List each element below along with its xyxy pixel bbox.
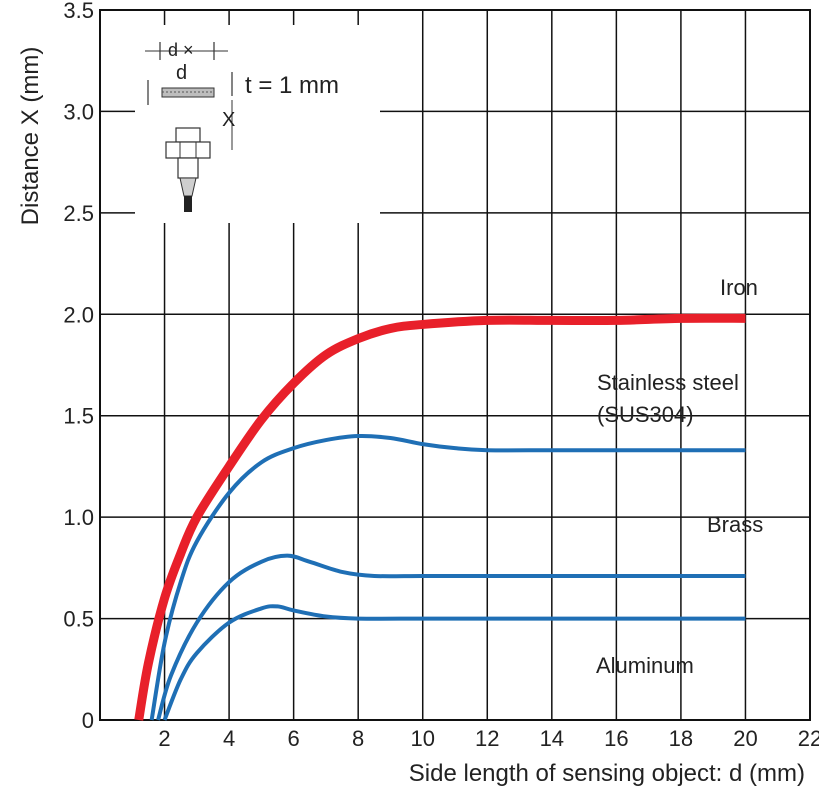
inset-diagram: d × d t = 1 mm X: [135, 25, 380, 223]
y-tick-label: 1.5: [63, 404, 94, 429]
inset-sensor-head: [175, 127, 201, 143]
x-axis-title: Side length of sensing object: d (mm): [409, 760, 805, 787]
series-label-line: Stainless steel: [597, 370, 739, 395]
x-tick-label: 10: [410, 726, 434, 751]
x-tick-label: 14: [540, 726, 564, 751]
x-tick-label: 20: [733, 726, 757, 751]
y-tick-label: 3.0: [63, 99, 94, 124]
series-label-stainless-steel: Stainless steel (SUS304): [597, 370, 739, 427]
series-line-aluminum: [162, 604, 746, 721]
x-tick-label: 8: [352, 726, 364, 751]
tick-layer: 2 4 6 8 10 12 14 16 18 20 22 0 0.5 1.0 1.5 2.0 2.5 3.0 3.5: [63, 0, 819, 751]
y-tick-label: 1.0: [63, 505, 94, 530]
series-label-line: (SUS304): [597, 402, 694, 427]
inset-distance-label: X: [222, 109, 235, 131]
inset-sensor-cable: [184, 196, 192, 212]
plot-frame: [99, 9, 811, 721]
x-tick-label: 4: [223, 726, 235, 751]
y-tick-label: 3.5: [63, 0, 94, 23]
inset-sensor-nut: [165, 141, 211, 159]
series-label-aluminum: Aluminum: [596, 653, 694, 678]
x-tick-label: 2: [158, 726, 170, 751]
series-line-stainless-steel: [149, 433, 746, 721]
x-tick-label: 12: [475, 726, 499, 751]
series-line-brass: [156, 553, 746, 721]
y-tick-label: 0: [82, 708, 94, 733]
inset-background: [135, 25, 380, 223]
series-line-iron: [134, 313, 746, 721]
series-label-brass: Brass: [707, 512, 763, 537]
series-label-iron: Iron: [720, 275, 758, 300]
y-axis-title: Distance X (mm): [17, 47, 44, 226]
series-layer: [134, 313, 746, 721]
x-tick-label: 16: [604, 726, 628, 751]
x-tick-label: 22: [798, 726, 819, 751]
y-tick-label: 2.0: [63, 302, 94, 327]
inset-dim-label-top: d ×: [168, 40, 194, 60]
y-tick-label: 2.5: [63, 201, 94, 226]
inset-dim-label-bottom: d: [176, 62, 187, 84]
x-tick-label: 6: [288, 726, 300, 751]
inset-sensor-body: [177, 157, 199, 179]
x-tick-label: 18: [669, 726, 693, 751]
y-tick-label: 0.5: [63, 607, 94, 632]
inset-thickness-label: t = 1 mm: [245, 72, 339, 99]
